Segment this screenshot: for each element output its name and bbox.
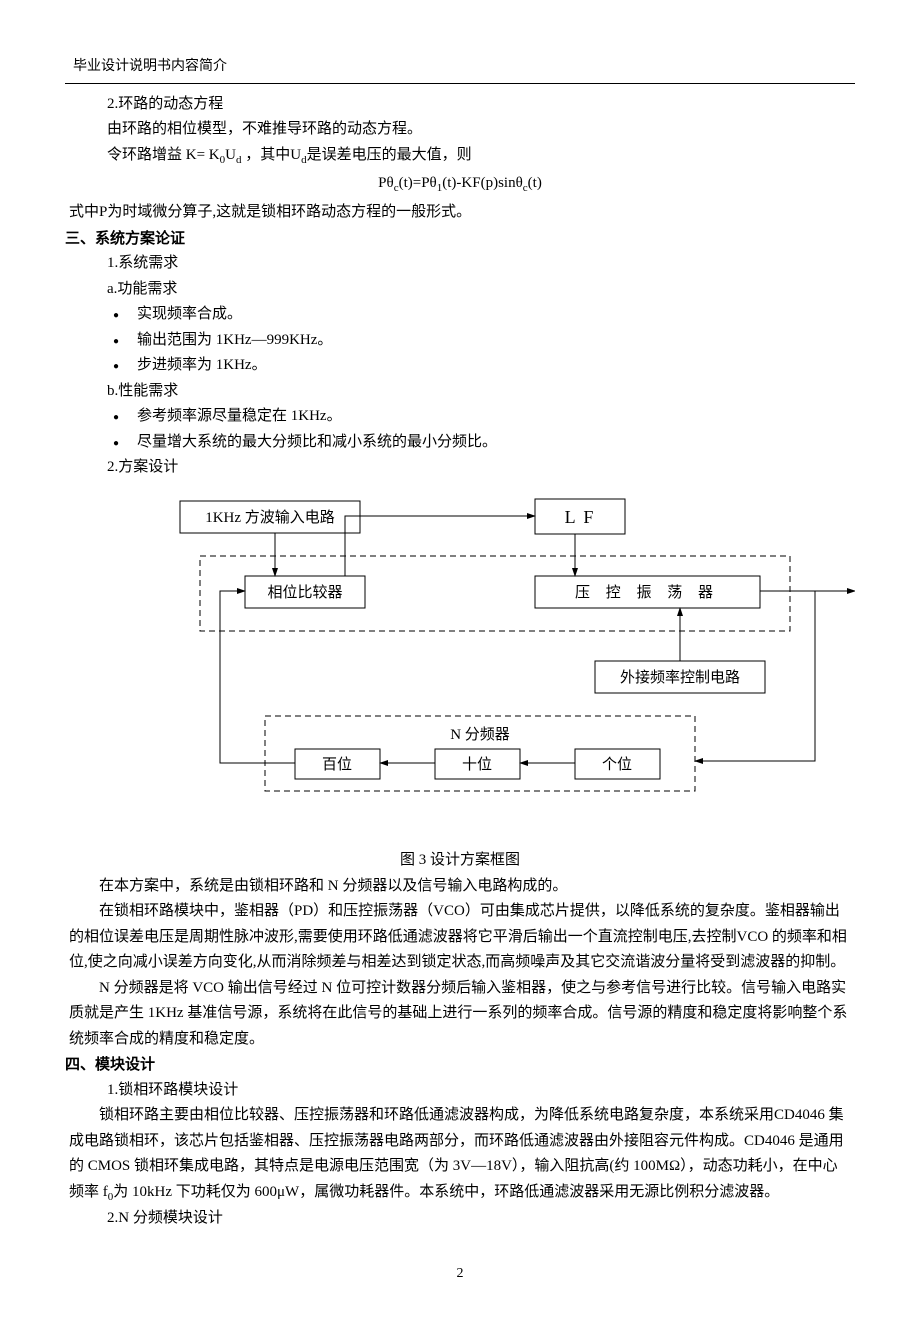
eq-text: Pθ — [378, 175, 394, 191]
eq-text: (t) — [528, 175, 542, 191]
section-4-title: 四、模块设计 — [65, 1052, 855, 1078]
section-4-sub2: 2.N 分频模块设计 — [65, 1206, 855, 1232]
box-pd-label: 相位比较器 — [267, 583, 342, 601]
a-items: 实现频率合成。 输出范围为 1KHz—999KHz。 步进频率为 1KHz。 — [65, 302, 855, 379]
box-lf-label: L F — [565, 507, 596, 527]
text: 是误差电压的最大值，则 — [307, 147, 472, 163]
text: ，其中U — [241, 147, 301, 163]
diagram-caption: 图 3 设计方案框图 — [65, 848, 855, 874]
text: 为 10kHz 下功耗仅为 600μW，属微功耗器件。本系统中，环路低通滤波器采… — [113, 1184, 779, 1200]
section-3-sub1: 1.系统需求 — [65, 251, 855, 277]
box-hundred-label: 百位 — [322, 756, 352, 773]
list-item: 实现频率合成。 — [137, 302, 855, 328]
list-item: 步进频率为 1KHz。 — [137, 353, 855, 379]
section-4-para1: 锁相环路主要由相位比较器、压控振荡器和环路低通滤波器构成，为降低系统电路复杂度，… — [65, 1103, 855, 1206]
page-header: 毕业设计说明书内容简介 — [65, 55, 855, 84]
section-4-sub1: 1.锁相环路模块设计 — [65, 1078, 855, 1104]
text: U — [225, 147, 236, 163]
para-1: 在本方案中，系统是由锁相环路和 N 分频器以及信号输入电路构成的。 — [65, 874, 855, 900]
section-2-conclusion: 式中P为时域微分算子,这就是锁相环路动态方程的一般形式。 — [65, 200, 855, 226]
box-div-label: N 分频器 — [450, 726, 510, 743]
section-3-sub2: 2.方案设计 — [65, 455, 855, 481]
eq-text: (t)-KF(p)sinθ — [442, 175, 523, 191]
box-ext-label: 外接频率控制电路 — [620, 669, 740, 686]
box-ten-label: 十位 — [462, 756, 492, 773]
page-number: 2 — [65, 1262, 855, 1286]
list-item: 尽量增大系统的最大分频比和减小系统的最小分频比。 — [137, 430, 855, 456]
section-3-title: 三、系统方案论证 — [65, 226, 855, 252]
para-2: 在锁相环路模块中，鉴相器（PD）和压控振荡器（VCO）可由集成芯片提供，以降低系… — [65, 899, 855, 976]
box-vco-label: 压 控 振 荡 器 — [575, 584, 719, 601]
equation: Pθc(t)=Pθ1(t)-KF(p)sinθc(t) — [65, 171, 855, 198]
section-3-b: b.性能需求 — [65, 379, 855, 405]
section-2-line1: 由环路的相位模型，不难推导环路的动态方程。 — [65, 117, 855, 143]
section-3-a: a.功能需求 — [65, 277, 855, 303]
section-2-line2: 令环路增益 K= K0Ud ，其中Ud是误差电压的最大值，则 — [65, 143, 855, 170]
section-2-title: 2.环路的动态方程 — [65, 92, 855, 118]
box-input-label: 1KHz 方波输入电路 — [205, 509, 335, 526]
diagram: 1KHz 方波输入电路 L F 相位比较器 压 控 振 荡 器 外接频率控制电路… — [65, 491, 855, 841]
list-item: 参考频率源尽量稳定在 1KHz。 — [137, 404, 855, 430]
list-item: 输出范围为 1KHz—999KHz。 — [137, 328, 855, 354]
box-one-label: 个位 — [602, 756, 632, 773]
text: 令环路增益 K= K — [107, 147, 220, 163]
eq-text: (t)=Pθ — [399, 175, 437, 191]
b-items: 参考频率源尽量稳定在 1KHz。 尽量增大系统的最大分频比和减小系统的最小分频比… — [65, 404, 855, 455]
block-diagram-svg: 1KHz 方波输入电路 L F 相位比较器 压 控 振 荡 器 外接频率控制电路… — [65, 491, 855, 831]
para-3: N 分频器是将 VCO 输出信号经过 N 位可控计数器分频后输入鉴相器，使之与参… — [65, 976, 855, 1053]
